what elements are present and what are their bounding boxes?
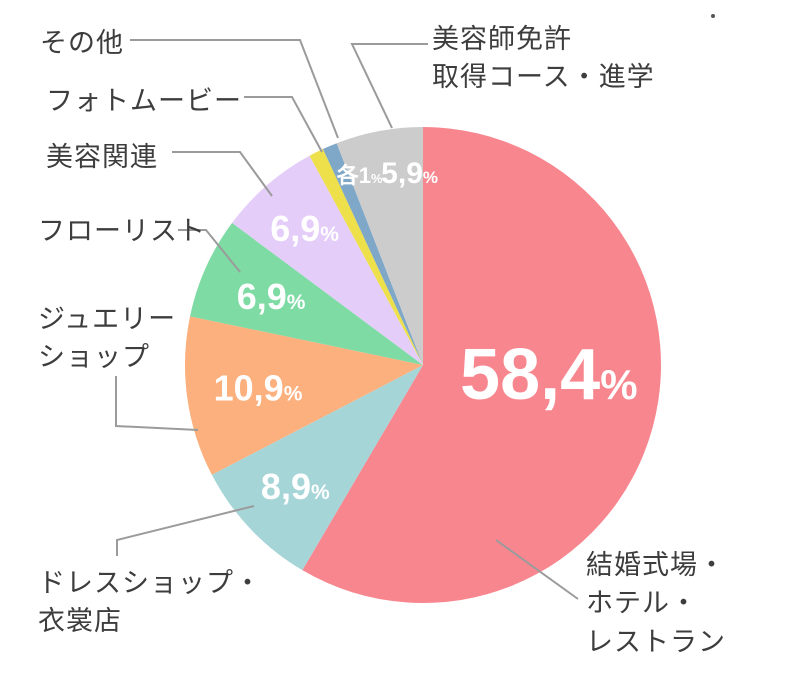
pie-slices-group	[184, 127, 662, 603]
leader-lines-group	[115, 39, 579, 600]
leader-line-jewelry-shop	[115, 376, 199, 431]
leader-line-biyoushi-menkyo	[350, 43, 428, 129]
pct-label-1: 58,4%	[460, 335, 638, 415]
stray-dot	[711, 14, 715, 18]
label-dress-shop: ドレスショップ・ 衣裳店	[38, 568, 262, 637]
label-wedding-venue: 結婚式場・ ホテル・ レストラン	[586, 550, 726, 657]
pct-label-6: 各1%	[336, 163, 383, 188]
leader-line-sonota	[130, 39, 339, 139]
leader-line-florist	[178, 229, 241, 273]
pct-label-5: 6,9%	[270, 208, 339, 249]
label-biyoushi-menkyo: 美容師免許 取得コース・進学	[432, 24, 655, 93]
pie-slice-1	[302, 127, 662, 603]
pie-slice-4	[190, 222, 423, 365]
leader-line-biyou-kanren	[172, 151, 273, 197]
pct-label-2: 8,9%	[261, 466, 330, 507]
pie-slice-6	[309, 149, 423, 365]
pct-label-8: 5,9%	[381, 157, 438, 190]
pie-slice-3	[184, 316, 423, 475]
label-sonota: その他	[40, 28, 124, 58]
leader-line-dress-shop	[116, 505, 255, 556]
pie-slice-2	[211, 365, 423, 571]
label-jewelry-shop: ジュエリー ショップ	[38, 304, 177, 373]
label-photo-movie: フォトムービー	[46, 86, 242, 116]
pie-slice-7	[322, 143, 423, 365]
label-biyou-kanren: 美容関連	[46, 142, 158, 172]
pie-slice-8	[336, 127, 423, 365]
pct-label-4: 6,9%	[237, 276, 306, 317]
pct-label-3: 10,9%	[214, 367, 303, 408]
leader-line-wedding-venue	[495, 539, 579, 600]
label-florist: フローリスト	[38, 216, 206, 246]
pct-labels-group: 58,4% 8,9% 10,9% 6,9% 6,9% 各1%5,9%	[214, 157, 638, 507]
leader-line-photo-movie	[244, 96, 323, 153]
pie-slice-5	[232, 155, 423, 365]
